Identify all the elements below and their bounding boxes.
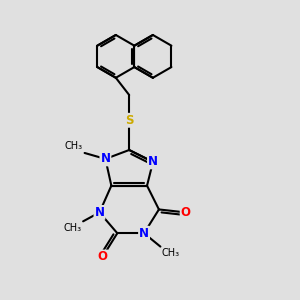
Text: N: N [94, 206, 104, 219]
Text: O: O [98, 250, 107, 263]
Text: N: N [139, 227, 149, 240]
Text: S: S [125, 114, 134, 127]
Text: N: N [100, 152, 110, 165]
Text: N: N [148, 155, 158, 168]
Text: CH₃: CH₃ [65, 142, 83, 152]
Text: CH₃: CH₃ [162, 248, 180, 258]
Text: O: O [181, 206, 191, 219]
Text: CH₃: CH₃ [64, 223, 82, 233]
